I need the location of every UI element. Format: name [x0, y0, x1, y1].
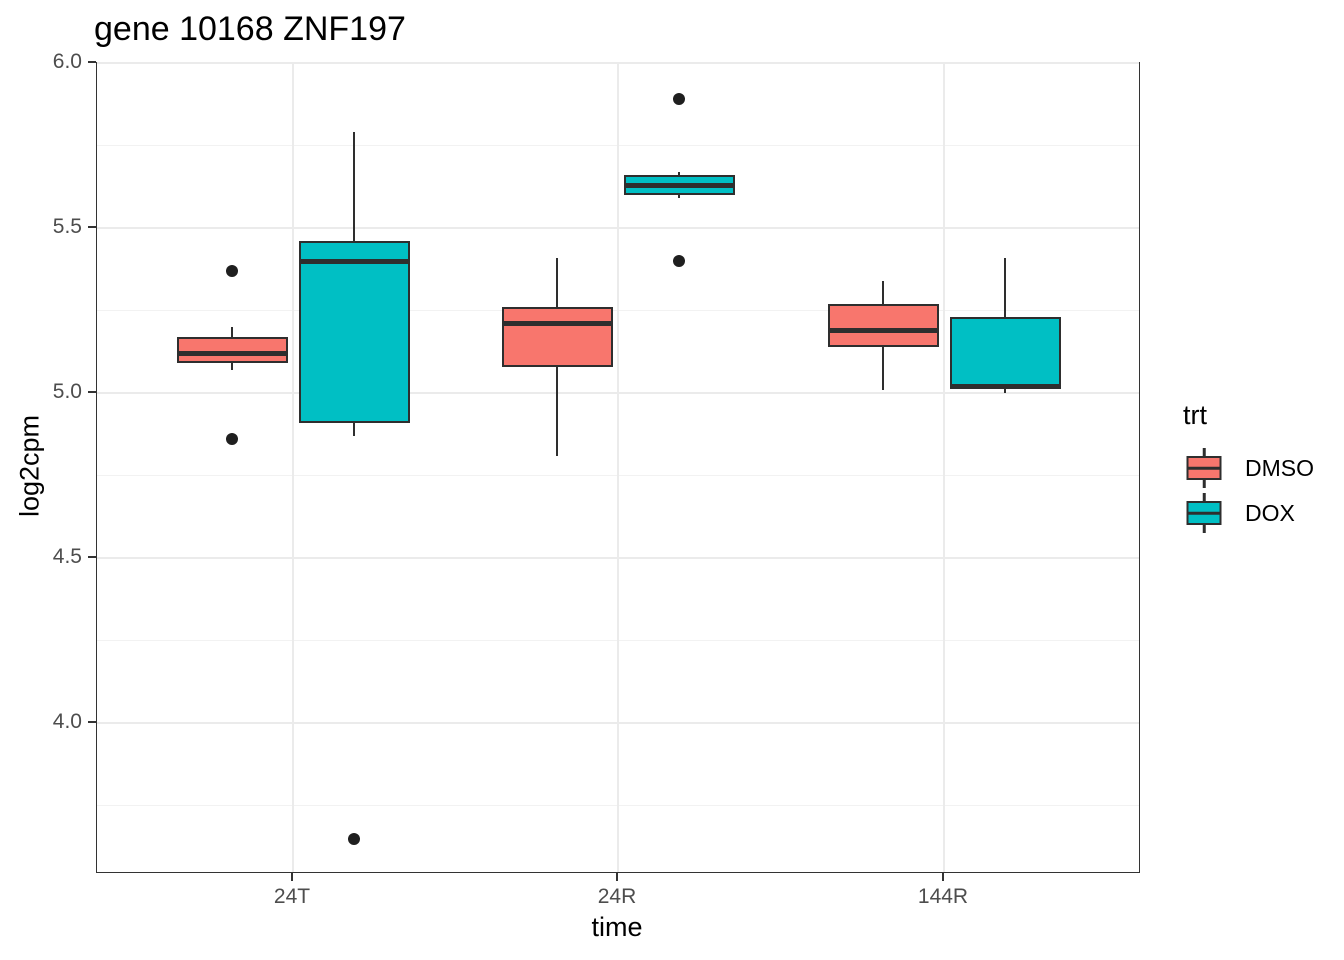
- outlier-point-dmso-24t: [226, 433, 238, 446]
- whisker-lower-dmso-24r: [555, 366, 559, 456]
- y-tick: [88, 391, 96, 393]
- whisker-lower-dmso-144r: [881, 346, 885, 390]
- whisker-upper-dmso-144r: [881, 280, 885, 304]
- y-tick: [88, 61, 96, 63]
- box-dox-24t: [298, 241, 410, 423]
- legend-entry-dmso: DMSO: [1182, 448, 1342, 488]
- x-tick: [942, 872, 944, 881]
- whisker-upper-dmso-24t: [230, 327, 234, 337]
- x-tick-label: 144R: [917, 885, 969, 908]
- x-tick: [291, 872, 293, 881]
- whisker-lower-dox-24r: [677, 195, 681, 199]
- median-dox-144r: [949, 383, 1061, 389]
- y-tick: [88, 721, 96, 723]
- x-gridline: [943, 63, 945, 872]
- x-axis-title: time: [591, 912, 643, 942]
- y-tick-label: 5.5: [52, 215, 82, 238]
- box-dmso-24r: [501, 307, 613, 367]
- whisker-lower-dox-24t: [352, 422, 356, 436]
- outlier-point-dox-24r: [673, 93, 685, 106]
- box-dox-144r: [949, 317, 1061, 387]
- y-tick-label: 6.0: [52, 50, 82, 73]
- y-tick: [88, 226, 96, 228]
- key-median: [1188, 511, 1220, 515]
- legend-entry-dox: DOX: [1182, 493, 1342, 533]
- outlier-point-dox-24t: [348, 832, 360, 845]
- x-tick: [616, 872, 618, 881]
- legend: trt DMSO DOX: [1182, 400, 1342, 539]
- y-tick: [88, 556, 96, 558]
- box-dmso-24t: [176, 336, 288, 364]
- median-dox-24r: [623, 182, 735, 188]
- median-dmso-144r: [827, 327, 939, 333]
- legend-label-dox: DOX: [1245, 499, 1295, 526]
- x-gridline: [292, 63, 294, 872]
- box-dmso-144r: [827, 303, 939, 347]
- key-median: [1188, 466, 1220, 470]
- outlier-point-dmso-24t: [226, 264, 238, 277]
- legend-title: trt: [1183, 400, 1207, 430]
- x-gridline: [617, 63, 619, 872]
- boxplot-key-icon: [1182, 493, 1226, 533]
- y-tick-label: 4.5: [52, 545, 82, 568]
- whisker-upper-dox-24t: [352, 132, 356, 242]
- x-tick-label: 24R: [597, 885, 637, 908]
- y-tick-label: 4.0: [52, 710, 82, 733]
- outlier-point-dox-24r: [673, 255, 685, 267]
- whisker-upper-dox-24r: [677, 171, 681, 176]
- boxplot-key-icon: [1182, 448, 1226, 488]
- whisker-upper-dox-144r: [1003, 257, 1007, 318]
- y-axis-title: log2cpm: [14, 414, 45, 518]
- plot-panel: [96, 62, 1140, 873]
- key-box: [1186, 456, 1222, 480]
- key-box: [1186, 501, 1222, 525]
- median-dox-24t: [298, 258, 410, 264]
- median-dmso-24t: [176, 350, 288, 356]
- whisker-upper-dmso-24r: [555, 257, 559, 308]
- median-dmso-24r: [501, 321, 613, 327]
- x-tick-label: 24T: [273, 885, 311, 908]
- chart-title: gene 10168 ZNF197: [94, 10, 406, 48]
- whisker-lower-dmso-24t: [230, 363, 234, 370]
- whisker-lower-dox-144r: [1003, 386, 1007, 393]
- y-tick-label: 5.0: [52, 380, 82, 403]
- legend-label-dmso: DMSO: [1245, 454, 1314, 481]
